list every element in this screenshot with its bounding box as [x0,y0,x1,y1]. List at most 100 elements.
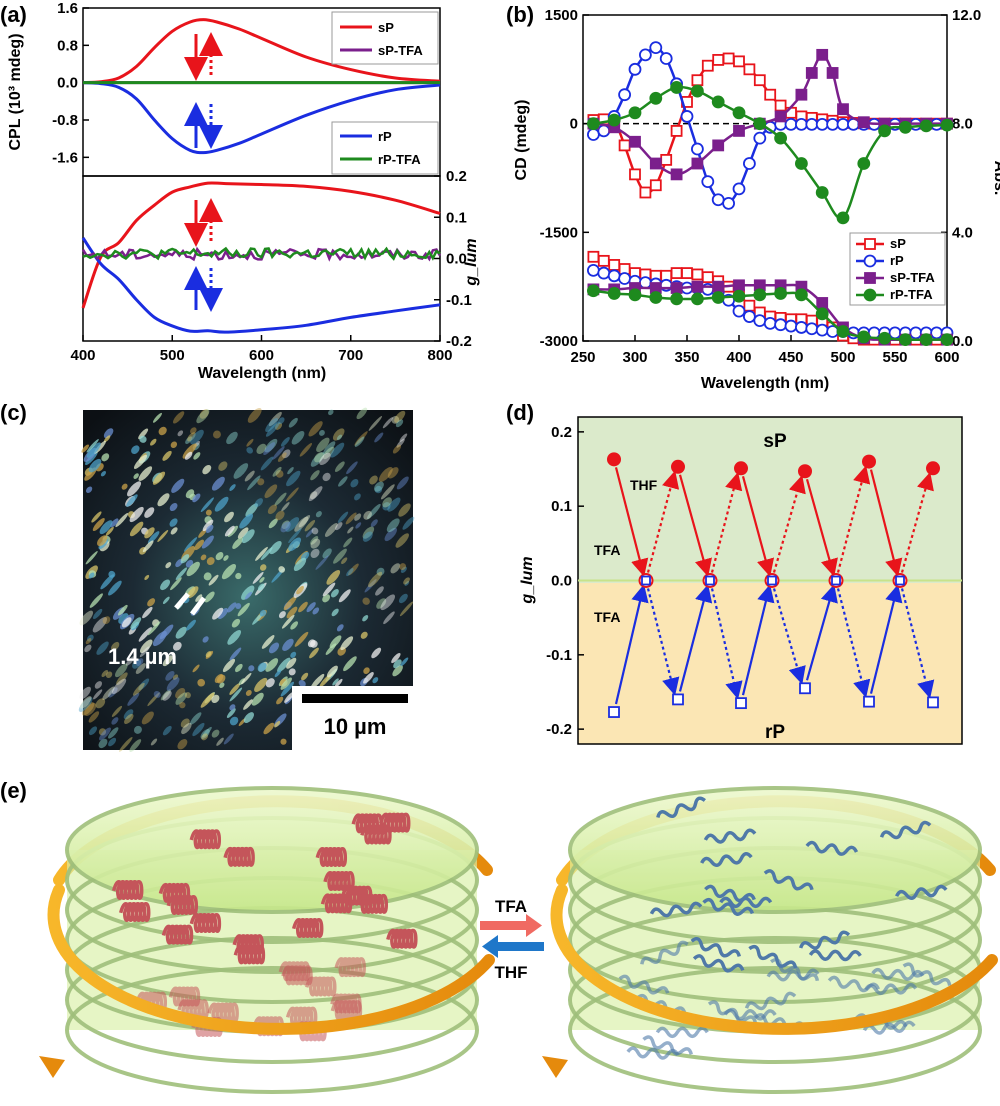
panel-c-micrograph: 1.4 µm 10 µm [78,407,415,752]
micro-texture-dot [323,441,336,455]
micro-texture-dot [229,484,236,491]
b-marker [712,139,725,152]
micro-texture-dot [170,441,178,448]
micro-texture-dot [276,696,284,705]
b-xtick-label: 600 [934,349,959,366]
micro-texture-dot [291,430,305,445]
micro-texture-dot [165,670,175,681]
micro-texture-dot [309,491,318,500]
micro-texture-dot [368,416,383,431]
coil-polymer [655,1026,709,1039]
micro-texture-dot [177,430,184,437]
micro-texture-dot [239,513,254,529]
micro-texture-dot [366,503,381,520]
b-legend-label-rP-TFA: rP-TFA [890,287,933,302]
b-marker [587,117,600,131]
helix-polymer [351,813,384,834]
micro-texture-dot [315,511,322,518]
micro-texture-dot [278,566,286,573]
a-bot-series-rP [81,237,441,334]
coil-polymer [864,982,918,996]
b-marker [691,142,704,156]
micro-texture-dot [281,502,290,512]
micro-texture-dot [245,689,252,696]
micro-texture-dot [282,638,294,651]
panel-a-bottom-plot: 0.2 0.1 0.0 -0.1 -0.2 400 500 600 700 800 [70,168,471,364]
micro-texture-dot [190,427,197,434]
b-marker [712,280,725,293]
b-marker [628,288,642,302]
panel-b-frame [582,14,948,342]
micro-texture-dot [81,702,95,716]
micro-texture-dot [254,498,263,507]
micro-texture-dot [337,511,349,523]
chirality-ring-arrowhead [542,1056,568,1078]
d-point-sP [734,461,748,476]
micro-texture-dot [395,533,409,548]
a-xtick-label: 500 [160,347,185,364]
coil-polymer [719,896,773,909]
micro-texture-dot [283,596,297,611]
micro-texture-dot [126,494,138,507]
d-point-zero-square [767,575,777,586]
micro-texture-dot [254,677,268,693]
micro-texture-dot [380,484,395,500]
micro-texture-dot [197,678,206,687]
b-marker [909,326,923,340]
b-marker [649,291,663,304]
micro-texture-dot [326,665,338,678]
coil-polymer [748,944,798,969]
micro-texture-dot [307,639,316,648]
micro-texture-dot [165,562,172,569]
micro-texture-dot [157,530,169,542]
helix-polymer [233,944,266,965]
b-marker [774,318,787,332]
panel-a-switch-arrows [184,32,223,312]
helix-polymer [189,913,222,934]
micro-texture-dot [308,486,323,502]
micro-texture-dot [211,476,225,491]
d-point-rP [672,693,684,706]
a-top-ytick-label: 0.8 [57,37,78,54]
b-marker [649,41,663,54]
micro-texture-dot [229,647,242,661]
panel-e-scheme: TFA THF [39,786,998,1094]
b-marker [743,157,756,170]
coil-polymer [707,1000,757,1024]
micro-texture-dot [123,709,134,720]
panel-label-e: (e) [0,778,27,803]
micro-texture-dot [187,432,196,442]
micro-texture-dot [162,725,172,736]
micro-texture-dot [127,692,140,706]
micro-texture-dot [222,658,236,673]
micro-texture-dot [354,431,368,446]
micro-texture-dot [382,417,393,429]
micro-texture-dot [343,537,353,548]
micro-texture-dot [374,481,384,492]
micro-texture-dot [362,615,369,622]
d-point-sP [798,464,812,479]
d-point-rP [608,706,620,718]
micro-texture-dot [92,517,105,532]
micro-texture-dot [259,577,265,583]
a-xtick-label: 800 [427,347,452,364]
b-marker [618,139,631,152]
micro-texture-dot [312,607,320,615]
b-xtick-label: 450 [778,349,803,366]
micro-texture-dot [399,601,414,617]
micro-texture-dot [396,438,405,448]
micro-texture-dot [310,536,319,545]
micro-texture-dot [277,657,291,673]
b-xtick-label: 550 [882,349,907,366]
micro-texture-dot [88,726,98,736]
micro-texture-dot [229,704,236,711]
micro-texture-dot [235,572,242,580]
a-xtick-label: 700 [338,347,363,364]
micro-texture-dot [95,698,106,709]
micro-texture-dot [138,627,152,642]
micro-texture-dot [348,563,359,576]
d-point-sP [926,461,940,476]
micro-texture-dot [110,641,120,651]
micro-texture-dot [132,659,142,669]
d-arrow-zero-to-sP [900,472,934,573]
